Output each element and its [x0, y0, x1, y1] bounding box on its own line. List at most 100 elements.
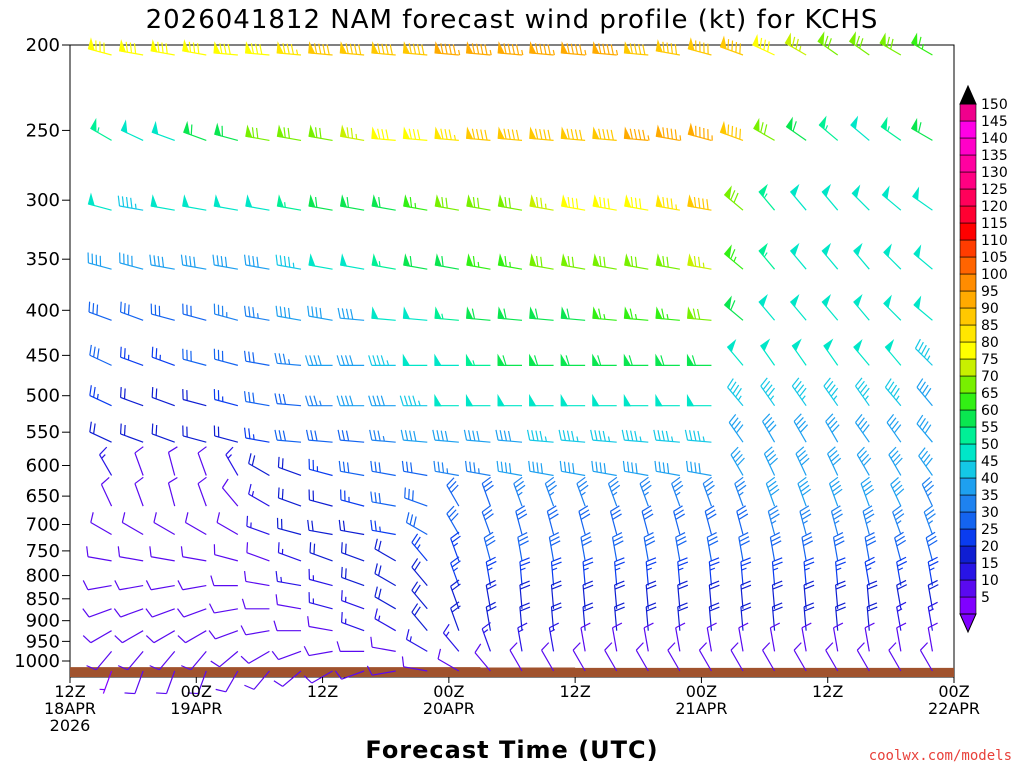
wind-barb [374, 538, 397, 562]
colorbar-label: 135 [981, 148, 1008, 164]
wind-barb [276, 124, 302, 141]
wind-barb [622, 460, 649, 477]
wind-barb [497, 306, 523, 321]
wind-barb [890, 476, 905, 507]
wind-barb [89, 385, 112, 407]
wind-barb [221, 478, 239, 507]
wind-barb [145, 608, 175, 618]
wind-barb [275, 305, 302, 321]
wind-barbs-layer [82, 31, 939, 695]
plot-area [69, 31, 955, 695]
wind-barb [830, 505, 843, 535]
wind-barb [851, 184, 870, 211]
colorbar-swatch [959, 392, 977, 411]
wind-barb [483, 531, 496, 562]
colorbar-label: 95 [981, 284, 999, 300]
wind-barb [730, 446, 745, 476]
wind-barb [374, 608, 397, 632]
wind-barb [894, 531, 907, 562]
wind-barb [371, 41, 396, 56]
y-tick-label: 650 [26, 486, 60, 507]
wind-barb [623, 353, 649, 366]
wind-barb [243, 570, 270, 587]
colorbar-label: 140 [981, 131, 1008, 147]
wind-barb [548, 622, 560, 652]
wind-barb [888, 446, 903, 476]
wind-barb [465, 126, 491, 142]
wind-barb [835, 602, 846, 631]
wind-barb [853, 293, 870, 321]
surface-terrain [70, 667, 954, 677]
wind-barb [623, 41, 649, 56]
wind-barb [817, 31, 839, 56]
colorbar-swatch [959, 409, 977, 428]
wind-barb [241, 598, 270, 610]
wind-barb [914, 338, 933, 366]
wind-barb [99, 446, 113, 476]
wind-barb [923, 505, 936, 535]
wind-barb [149, 650, 176, 671]
wind-barb [753, 117, 775, 141]
wind-barb [276, 194, 302, 211]
wind-barb [760, 338, 776, 366]
y-tick-label: 350 [26, 249, 60, 270]
wind-barb [730, 642, 744, 672]
wind-barb [82, 608, 112, 618]
wind-barb [892, 505, 905, 535]
wind-barb [541, 642, 555, 672]
wind-barb [624, 253, 649, 270]
wind-barb [437, 648, 460, 672]
surface-layer [70, 667, 954, 677]
wind-barb [82, 630, 112, 644]
wind-barb [592, 253, 617, 270]
wind-barb [752, 33, 775, 56]
wind-barb [519, 602, 531, 631]
wind-barb [550, 602, 562, 631]
wind-barb [853, 242, 870, 270]
wind-barb [825, 642, 839, 672]
wind-barb [340, 489, 365, 507]
wind-barb [769, 532, 782, 561]
wind-barb [560, 253, 586, 270]
wind-barb [212, 254, 238, 270]
y-tick-label: 900 [26, 611, 60, 632]
wind-barb [835, 580, 846, 609]
wind-barb [371, 194, 396, 211]
wind-barb [790, 242, 807, 270]
wind-barb [145, 580, 175, 591]
colorbar-label: 40 [981, 471, 999, 487]
wind-barb [134, 476, 144, 507]
wind-barb [434, 306, 459, 321]
wind-barb [243, 254, 270, 270]
colorbar-label: 70 [981, 369, 999, 385]
wind-barb [655, 393, 680, 407]
wind-barb [686, 306, 712, 321]
wind-barb [273, 620, 301, 632]
wind-barb [336, 395, 365, 407]
wind-barb [702, 476, 715, 507]
colorbar-label: 5 [981, 590, 990, 606]
wind-barb [243, 427, 270, 443]
wind-barb [496, 460, 523, 477]
wind-barb [308, 458, 333, 477]
wind-barb [86, 546, 112, 562]
y-tick-label: 700 [26, 514, 60, 535]
wind-barb [481, 622, 491, 652]
wind-barb [481, 505, 494, 535]
wind-barb [685, 460, 712, 477]
wind-barb [560, 194, 586, 211]
wind-barb [795, 446, 810, 476]
wind-barb [309, 542, 333, 562]
colorbar-label: 10 [981, 573, 999, 589]
colorbar-label: 45 [981, 454, 999, 470]
wind-barb [450, 531, 461, 562]
y-tick-label: 200 [26, 35, 60, 56]
wind-barb [213, 544, 239, 562]
wind-barb [738, 622, 749, 652]
wind-barb [519, 557, 531, 586]
colorbar-label: 145 [981, 114, 1008, 130]
wind-barb [611, 532, 624, 561]
wind-barb [793, 413, 809, 443]
wind-barb [677, 557, 689, 586]
colorbar-swatch [959, 222, 977, 241]
